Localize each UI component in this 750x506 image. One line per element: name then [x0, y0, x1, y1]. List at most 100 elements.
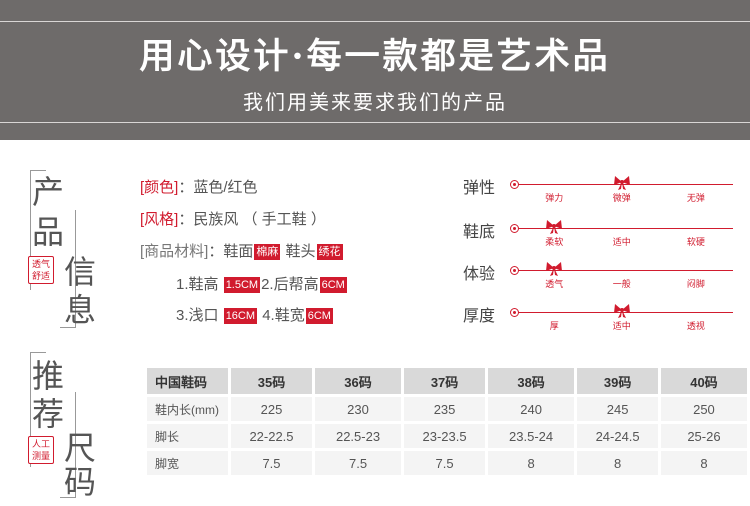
- back-label: 2.后帮高: [261, 276, 319, 293]
- banner-title: 用心设计·每一款都是艺术品: [139, 36, 611, 77]
- table-cell: 8: [660, 451, 747, 475]
- scale-option: 一般: [612, 279, 631, 289]
- table-cell: 24-24.5: [577, 424, 658, 448]
- material-upper: ：鞋面: [208, 243, 254, 260]
- table-cell: 23.5-24: [487, 424, 575, 448]
- header-cell: 39码: [577, 368, 658, 394]
- size-table: 中国鞋码 35码 36码 37码 38码 39码 40码 鞋内长(mm) 225…: [144, 365, 750, 478]
- table-cell: 25-26: [660, 424, 747, 448]
- row-label: 脚宽: [147, 451, 229, 475]
- scale-label: 体验: [463, 266, 496, 283]
- side-char: 码: [64, 463, 97, 501]
- bow-icon: [613, 304, 630, 318]
- table-cell: 22-22.5: [231, 424, 312, 448]
- table-row: 鞋内长(mm) 225 230 235 240 245 250: [147, 397, 747, 421]
- scale-option: 闷脚: [686, 279, 705, 289]
- info-dim-row-1: 1.鞋高 1.5CM 2.后帮高 6CM: [176, 273, 348, 294]
- table-cell: 22.5-23: [314, 424, 402, 448]
- table-cell: 23-23.5: [404, 424, 485, 448]
- width-label: 4.鞋宽: [262, 307, 305, 324]
- seal-line: 人工: [31, 439, 50, 449]
- scale-option: 柔软: [545, 237, 564, 247]
- table-cell: 235: [404, 397, 485, 421]
- scale-option: 透视: [686, 321, 705, 331]
- table-cell: 250: [660, 397, 747, 421]
- mouth-tag: 16CM: [223, 308, 258, 324]
- table-row: 脚宽 7.5 7.5 7.5 8 8 8: [147, 451, 747, 475]
- material-label: [商品材料]: [140, 243, 209, 260]
- side-char: 推: [32, 357, 65, 395]
- ring-dot-icon: [510, 266, 519, 275]
- header-cell: 37码: [404, 368, 485, 394]
- scale-track: 透气 一般 闷脚: [510, 262, 733, 289]
- table-cell: 7.5: [314, 451, 402, 475]
- header-cell: 36码: [314, 368, 402, 394]
- product-info-side-label: 产 品 透气 舒适 信 息: [18, 170, 98, 330]
- back-tag: 6CM: [319, 277, 347, 293]
- side-bracket-left: [30, 170, 46, 290]
- scale-option: 适中: [612, 321, 631, 331]
- side-bracket-right: [60, 392, 76, 498]
- style-label: [风格]: [140, 211, 179, 228]
- scale-track: 柔软 适中 软硬: [510, 220, 733, 247]
- side-char: 荐: [32, 395, 65, 433]
- header-cell: 40码: [660, 368, 747, 394]
- side-bracket-right: [60, 210, 76, 328]
- scale-option: 透气: [545, 279, 564, 289]
- header-cell: 35码: [231, 368, 312, 394]
- scale-option: 厚: [549, 321, 559, 331]
- banner-bottom-rule: [0, 122, 750, 123]
- header-cell: 38码: [487, 368, 575, 394]
- table-cell: 8: [487, 451, 575, 475]
- scale-label: 弹性: [463, 180, 496, 197]
- info-color-row: [颜色]：蓝色/红色: [140, 176, 258, 197]
- banner-subtitle: 我们用美来要求我们的产品: [243, 90, 507, 114]
- ring-dot-icon: [510, 180, 519, 189]
- heel-tag: 1.5CM: [223, 277, 261, 293]
- scale-option: 无弹: [686, 193, 705, 203]
- side-bracket-left: [30, 352, 46, 467]
- scale-option: 弹力: [545, 193, 564, 203]
- header-cell: 中国鞋码: [147, 368, 229, 394]
- seal-stamp: 人工 测量: [28, 436, 54, 464]
- width-tag: 6CM: [305, 308, 333, 324]
- seal-line: 测量: [31, 451, 50, 461]
- side-char: 息: [64, 291, 97, 329]
- table-cell: 8: [577, 451, 658, 475]
- table-cell: 7.5: [231, 451, 312, 475]
- ring-dot-icon: [510, 224, 519, 233]
- seal-stamp: 透气 舒适: [28, 256, 54, 284]
- scale-label: 鞋底: [463, 224, 496, 241]
- header-banner: 用心设计·每一款都是艺术品 我们用美来要求我们的产品: [0, 0, 750, 140]
- table-cell: 7.5: [404, 451, 485, 475]
- size-table-header: 中国鞋码 35码 36码 37码 38码 39码 40码: [147, 368, 747, 394]
- info-material-row: [商品材料]：鞋面 棉麻 鞋头 绣花: [140, 240, 344, 261]
- row-label: 鞋内长(mm): [147, 397, 229, 421]
- side-char: 品: [32, 213, 65, 251]
- bow-icon: [613, 176, 630, 190]
- table-row: 脚长 22-22.5 22.5-23 23-23.5 23.5-24 24-24…: [147, 424, 747, 448]
- seal-line: 透气: [31, 259, 50, 269]
- table-cell: 230: [314, 397, 402, 421]
- bow-icon: [546, 220, 563, 234]
- material-toe: 鞋头: [285, 243, 316, 260]
- material-upper-tag: 棉麻: [254, 244, 281, 260]
- seal-line: 舒适: [31, 271, 50, 281]
- side-char: 信: [64, 253, 97, 291]
- heel-label: 1.鞋高: [176, 276, 219, 293]
- side-char: 产: [32, 173, 65, 211]
- info-dim-row-2: 3.浅口 16CM 4.鞋宽 6CM: [176, 304, 334, 325]
- side-char: 尺: [64, 429, 97, 467]
- color-label: [颜色]: [140, 179, 179, 196]
- info-style-row: [风格]：民族风 （ 手工鞋 ）: [140, 208, 326, 229]
- mouth-label: 3.浅口: [176, 307, 219, 324]
- banner-top-rule: [0, 21, 750, 22]
- row-label: 脚长: [147, 424, 229, 448]
- scale-option: 软硬: [686, 237, 705, 247]
- bow-icon: [546, 262, 563, 276]
- scale-option: 微弹: [612, 193, 631, 203]
- table-cell: 240: [487, 397, 575, 421]
- material-toe-tag: 绣花: [316, 244, 343, 260]
- ring-dot-icon: [510, 308, 519, 317]
- scale-option: 适中: [612, 237, 631, 247]
